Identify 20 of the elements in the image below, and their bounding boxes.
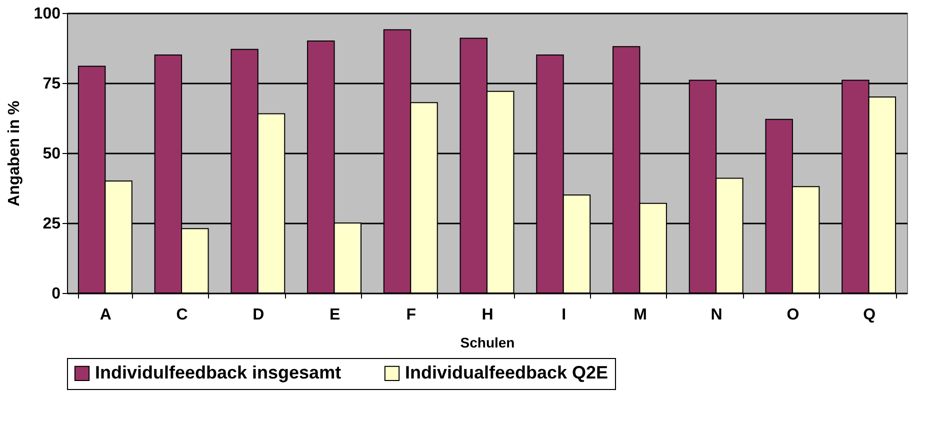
legend-label: Individulfeedback insgesamt xyxy=(95,362,342,382)
x-tick-label: E xyxy=(329,306,340,324)
x-tick-label: D xyxy=(252,306,264,324)
x-tick-label: A xyxy=(100,306,112,324)
x-tick-label: Q xyxy=(863,306,876,324)
x-tick-label: C xyxy=(176,306,188,324)
y-tick-label: 50 xyxy=(42,146,61,162)
y-axis-title: Angaben in % xyxy=(6,100,23,206)
x-tick-label: H xyxy=(482,306,494,324)
x-tick-label: F xyxy=(406,306,416,324)
y-tick-label: 75 xyxy=(42,76,61,92)
x-tick-label: N xyxy=(710,306,722,324)
x-axis-title: Schulen xyxy=(460,334,515,350)
y-tick-label: 100 xyxy=(34,6,61,22)
y-tick-label: 0 xyxy=(52,286,61,302)
y-tick-label: 25 xyxy=(42,216,61,232)
x-tick-label: I xyxy=(562,306,566,324)
x-tick-label: O xyxy=(786,306,800,324)
x-tick-label: M xyxy=(634,306,647,324)
legend-label: Individualfeedback Q2E xyxy=(405,362,608,382)
